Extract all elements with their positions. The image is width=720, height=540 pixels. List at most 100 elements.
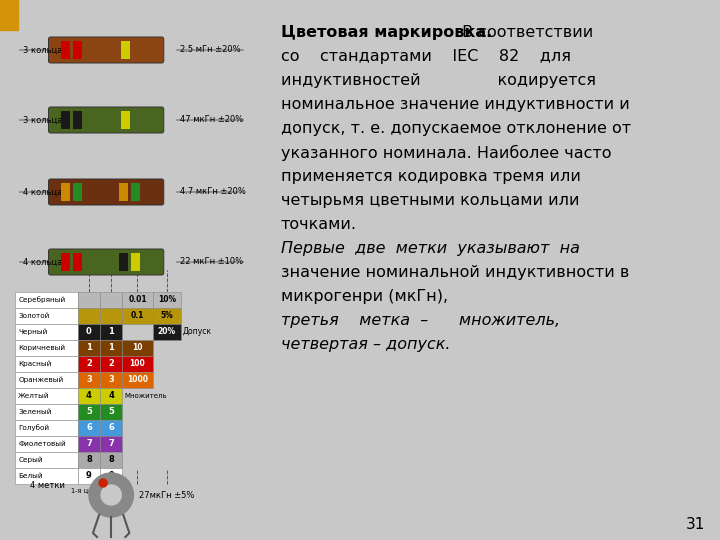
Text: 3: 3 [108,375,114,384]
Text: 0: 0 [86,327,92,336]
Circle shape [99,479,107,487]
Text: Черный: Черный [18,329,48,335]
Bar [15,372,78,388]
Bar [60,183,70,201]
Text: применяется кодировка тремя или: применяется кодировка тремя или [281,169,581,184]
Bar [15,292,78,308]
Text: указанного номинала. Наиболее часто: указанного номинала. Наиболее часто [281,145,611,161]
Text: со    стандартами    IEC    82    для: со стандартами IEC 82 для [281,49,571,64]
Bar [15,420,78,436]
Text: 3 кольца: 3 кольца [23,116,63,125]
Text: 2-я цифра: 2-я цифра [94,488,129,494]
Text: Голубой: Голубой [18,424,49,431]
FancyBboxPatch shape [48,179,163,205]
Text: точками.: точками. [281,217,357,232]
Bar [120,253,128,271]
Text: 47 мкГн ±20%: 47 мкГн ±20% [180,116,243,125]
Text: 4 кольца: 4 кольца [23,258,63,267]
Circle shape [89,473,133,517]
Text: 1-я цифра: 1-я цифра [71,488,107,494]
Bar [100,452,122,468]
Bar [15,388,78,404]
Bar [132,183,140,201]
Bar [73,253,82,271]
Text: 1000: 1000 [127,375,148,384]
Bar [153,308,181,324]
Bar [78,436,100,452]
Bar [121,111,130,129]
Bar [15,452,78,468]
Text: 8: 8 [86,456,92,464]
Bar [100,292,122,308]
Text: 0.01: 0.01 [128,295,147,305]
Bar [78,324,100,340]
Bar [78,420,100,436]
Text: 5%: 5% [161,312,173,321]
Text: 3 кольца: 3 кольца [23,45,63,55]
Text: 9: 9 [86,471,92,481]
Bar [15,356,78,372]
Bar [73,183,82,201]
Text: 4 кольца: 4 кольца [23,187,63,197]
Text: допуск, т. е. допускаемое отклонение от: допуск, т. е. допускаемое отклонение от [281,121,631,136]
Bar [78,452,100,468]
Bar [100,436,122,452]
Bar [78,292,100,308]
Bar [120,183,128,201]
Bar [60,111,70,129]
Bar [78,404,100,420]
Text: 2: 2 [108,360,114,368]
Bar [122,372,153,388]
Bar [0,0,18,30]
FancyBboxPatch shape [48,37,163,63]
Text: 20%: 20% [158,327,176,336]
Text: 7: 7 [108,440,114,449]
Bar [153,292,181,308]
Bar [15,308,78,324]
Bar [100,404,122,420]
Text: индуктивностей               кодируется: индуктивностей кодируется [281,73,596,88]
FancyBboxPatch shape [48,249,163,275]
Text: 5: 5 [86,408,92,416]
Bar [78,372,100,388]
FancyBboxPatch shape [48,107,163,133]
Text: 7: 7 [86,440,92,449]
Bar [15,468,78,484]
Bar [78,356,100,372]
Bar [78,340,100,356]
Bar [15,404,78,420]
Bar [100,372,122,388]
Text: Белый: Белый [18,473,42,479]
Text: Серебряный: Серебряный [18,296,66,303]
Text: 2.5 мГн ±20%: 2.5 мГн ±20% [180,45,240,55]
Text: В соответствии: В соответствии [456,25,593,40]
Text: Золотой: Золотой [18,313,50,319]
Bar [153,324,181,340]
Bar [78,388,100,404]
Text: 100: 100 [130,360,145,368]
Bar [60,253,70,271]
Circle shape [101,485,121,505]
Bar [100,324,122,340]
Bar [100,356,122,372]
Text: Серый: Серый [18,457,42,463]
Text: Множитель: Множитель [125,393,167,399]
Bar [60,41,70,59]
Text: четвертая – допуск.: четвертая – допуск. [281,337,451,352]
Text: 8: 8 [108,456,114,464]
Text: Желтый: Желтый [18,393,50,399]
Text: 2: 2 [86,360,92,368]
Bar [15,340,78,356]
Bar [122,292,153,308]
Text: Зеленый: Зеленый [18,409,52,415]
Text: микрогенри (мкГн),: микрогенри (мкГн), [281,289,448,304]
Bar [121,41,130,59]
Bar [100,308,122,324]
Text: третья    метка  –      множитель,: третья метка – множитель, [281,313,560,328]
Text: Цветовая маркировка.: Цветовая маркировка. [281,25,492,40]
Text: Фиолетовый: Фиолетовый [18,441,66,447]
Text: 1: 1 [86,343,92,353]
Text: 0.1: 0.1 [131,312,144,321]
Bar [73,111,82,129]
Text: Оранжевый: Оранжевый [18,377,63,383]
